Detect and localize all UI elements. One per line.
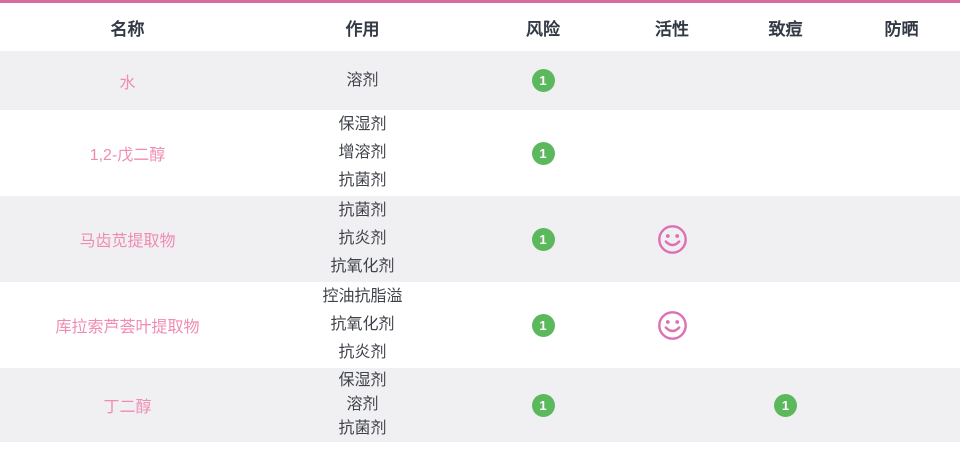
column-header-acne: 致痘 (728, 3, 843, 51)
ingredient-name-link[interactable]: 水 (119, 74, 136, 92)
risk-cell: 1 (470, 51, 616, 110)
function-line: 溶剂 (346, 396, 379, 413)
sunscreen-cell (843, 51, 960, 110)
function-cell: 控油抗脂溢抗氧化剂抗炎剂 (255, 282, 470, 368)
sunscreen-cell (843, 282, 960, 368)
function-line: 抗菌剂 (338, 202, 387, 219)
table-row: 1,2-戊二醇 保湿剂增溶剂抗菌剂 1 (0, 110, 960, 196)
activity-cell (616, 196, 728, 282)
ingredient-name-link[interactable]: 1,2-戊二醇 (89, 147, 166, 164)
column-header-activity: 活性 (616, 3, 728, 51)
function-cell: 保湿剂 溶剂 抗菌剂 (255, 368, 470, 442)
table-row: 丁二醇 保湿剂溶剂抗菌剂 1 1 (0, 368, 960, 442)
acne-cell (728, 110, 843, 196)
function-line: 抗氧化剂 (330, 258, 395, 275)
activity-cell (616, 110, 728, 196)
function-line: 溶剂 (346, 71, 379, 89)
smiley-face-icon (657, 310, 688, 341)
activity-cell (616, 51, 728, 110)
function-line: 抗炎剂 (338, 344, 387, 361)
risk-badge: 1 (531, 313, 555, 337)
function-line: 保湿剂 (338, 116, 387, 133)
ingredient-name-link[interactable]: 丁二醇 (103, 399, 152, 416)
acne-cell (728, 196, 843, 282)
function-line: 保湿剂 (338, 372, 387, 389)
ingredient-name-link[interactable]: 库拉索芦荟叶提取物 (55, 319, 200, 336)
table-body: 水 溶剂 1 1,2-戊二醇 保湿剂 增溶剂 抗菌剂 1 (0, 51, 960, 442)
risk-badge: 1 (531, 141, 555, 165)
function-cell: 抗菌剂抗炎剂抗氧化剂 (255, 196, 470, 282)
ingredient-table: 名称 作用 风险 活性 致痘 防晒 水 溶剂 1 (0, 3, 960, 442)
name-cell: 马齿苋提取物 (0, 196, 255, 282)
acne-cell (728, 51, 843, 110)
risk-cell: 1 (470, 110, 616, 196)
acne-cell (728, 282, 843, 368)
name-cell: 库拉索芦荟叶提取物 (0, 282, 255, 368)
risk-cell: 1 (470, 282, 616, 368)
column-header-sunscreen: 防晒 (843, 3, 960, 51)
risk-cell: 1 (470, 368, 616, 442)
name-cell: 1,2-戊二醇 (0, 110, 255, 196)
acne-badge: 1 (774, 393, 797, 417)
function-line: 抗氧化剂 (330, 316, 395, 333)
name-cell: 水 (0, 51, 255, 110)
name-cell: 丁二醇 (0, 368, 255, 442)
risk-badge: 1 (531, 69, 555, 92)
sunscreen-cell (843, 196, 960, 282)
function-cell: 溶剂 (255, 51, 470, 110)
smiley-face-icon (657, 224, 688, 255)
risk-badge: 1 (531, 227, 555, 251)
activity-cell (616, 282, 728, 368)
function-cell: 保湿剂 增溶剂 抗菌剂 (255, 110, 470, 196)
function-line: 抗炎剂 (338, 230, 387, 247)
activity-cell (616, 368, 728, 442)
column-header-function: 作用 (255, 3, 470, 51)
risk-badge: 1 (531, 393, 555, 417)
column-header-risk: 风险 (470, 3, 616, 51)
sunscreen-cell (843, 368, 960, 442)
table-row: 马齿苋提取物 抗菌剂抗炎剂抗氧化剂 1 (0, 196, 960, 282)
sunscreen-cell (843, 110, 960, 196)
risk-cell: 1 (470, 196, 616, 282)
function-line: 控油抗脂溢 (322, 288, 403, 305)
table-row: 库拉索芦荟叶提取物 控油抗脂溢抗氧化剂抗炎剂 1 (0, 282, 960, 368)
function-line: 增溶剂 (338, 144, 387, 161)
function-line: 抗菌剂 (338, 420, 387, 437)
column-header-name: 名称 (0, 3, 255, 51)
table-row: 水 溶剂 1 (0, 51, 960, 110)
function-line: 抗菌剂 (338, 172, 387, 189)
top-accent-border (0, 0, 960, 3)
acne-cell: 1 (728, 368, 843, 442)
table-header-row: 名称 作用 风险 活性 致痘 防晒 (0, 3, 960, 51)
ingredient-name-link[interactable]: 马齿苋提取物 (79, 233, 176, 250)
